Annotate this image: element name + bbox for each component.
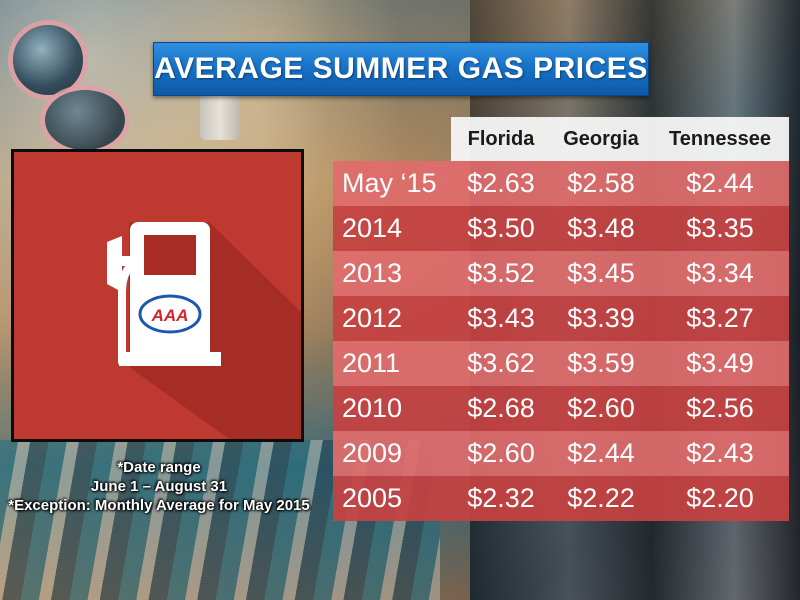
row-label: 2010 [342,393,403,423]
price-cell: $3.49 [686,348,754,378]
table-row: 2012 $3.43 $3.39 $3.27 [333,296,789,341]
price-cell: $3.48 [567,213,635,243]
price-cell: $2.22 [567,483,635,513]
row-label: 2005 [342,483,403,513]
gas-pump-tile: AAA [11,149,304,442]
price-cell: $2.60 [467,438,535,468]
row-label: 2014 [342,213,403,243]
table-body: May ‘15 $2.63 $2.58 $2.44 2014 $3.50 $3.… [333,161,789,521]
row-label: 2012 [342,303,403,333]
price-cell: $3.45 [567,258,635,288]
price-cell: $2.44 [686,168,754,198]
price-cell: $3.62 [467,348,535,378]
price-cell: $3.52 [467,258,535,288]
table-row: 2014 $3.50 $3.48 $3.35 [333,206,789,251]
price-cell: $3.50 [467,213,535,243]
sunglasses-lens [40,85,130,155]
price-cell: $3.39 [567,303,635,333]
footnote: *Date range June 1 – August 31 *Exceptio… [0,458,318,515]
footnote-line: June 1 – August 31 [90,478,228,495]
price-cell: $2.43 [686,438,754,468]
price-cell: $3.27 [686,303,754,333]
price-cell: $2.32 [467,483,535,513]
row-label: 2011 [342,348,401,378]
price-cell: $2.20 [686,483,754,513]
price-cell: $2.68 [467,393,535,423]
price-cell: $3.34 [686,258,754,288]
price-cell: $2.58 [567,168,635,198]
price-cell: $2.63 [467,168,535,198]
row-label: 2009 [342,438,403,468]
column-header-tennessee: Tennessee [669,127,771,150]
chart-title: AVERAGE SUMMER GAS PRICES [154,52,648,85]
title-banner: AVERAGE SUMMER GAS PRICES [153,42,649,96]
aaa-logo: AAA [151,306,189,325]
table-row: 2011 $3.62 $3.59 $3.49 [333,341,789,386]
table-row: 2009 $2.60 $2.44 $2.43 [333,431,789,476]
price-cell: $2.60 [567,393,635,423]
row-label: May ‘15 [342,168,437,198]
gas-pump-icon: AAA [107,222,301,439]
price-cell: $3.35 [686,213,754,243]
price-cell: $3.59 [567,348,635,378]
row-label: 2013 [342,258,403,288]
price-cell: $2.56 [686,393,754,423]
column-header-florida: Florida [467,127,535,150]
gas-price-table: Florida Georgia Tennessee May ‘15 $2.63 … [333,117,789,521]
table-row: May ‘15 $2.63 $2.58 $2.44 [333,161,789,206]
table-row: 2005 $2.32 $2.22 $2.20 [333,476,789,521]
footnote-line: *Date range [117,459,201,476]
column-header-georgia: Georgia [563,127,639,150]
footnote-line: *Exception: Monthly Average for May 2015 [8,497,310,514]
table-row: 2010 $2.68 $2.60 $2.56 [333,386,789,431]
price-cell: $3.43 [467,303,535,333]
table-row: 2013 $3.52 $3.45 $3.34 [333,251,789,296]
table-header-row: Florida Georgia Tennessee [451,117,789,161]
price-cell: $2.44 [567,438,635,468]
